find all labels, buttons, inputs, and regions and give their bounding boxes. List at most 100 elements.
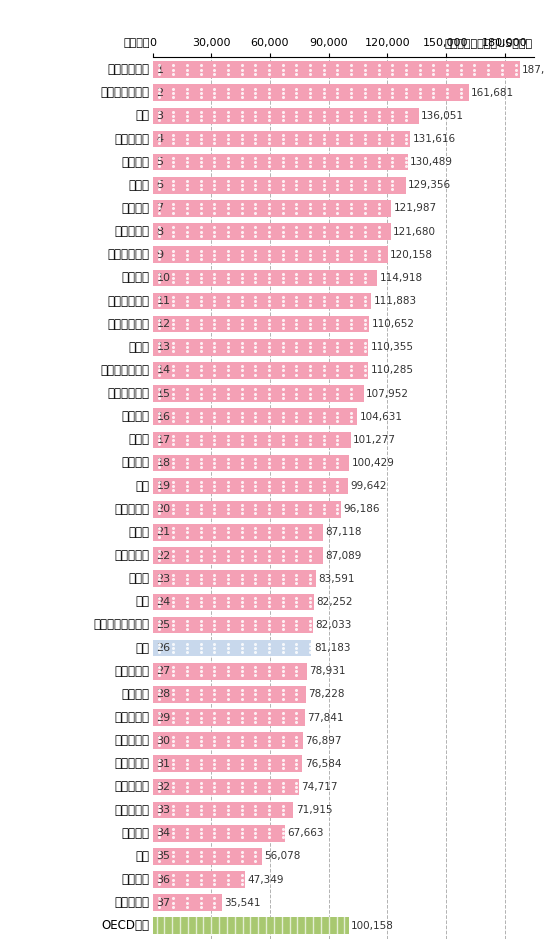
Text: 187,745: 187,745 xyxy=(522,64,545,75)
Text: 130,489: 130,489 xyxy=(410,157,453,167)
Bar xyxy=(153,778,299,795)
Bar xyxy=(153,154,408,171)
Text: 110,285: 110,285 xyxy=(371,365,414,375)
Bar xyxy=(153,894,222,911)
Text: 15: 15 xyxy=(156,389,171,398)
Bar xyxy=(153,733,303,749)
Text: 114,918: 114,918 xyxy=(380,273,423,283)
Text: 87,118: 87,118 xyxy=(325,527,362,538)
Text: 25: 25 xyxy=(156,620,171,630)
Bar xyxy=(153,293,372,309)
Text: 121,680: 121,680 xyxy=(393,227,436,237)
Bar xyxy=(153,316,369,333)
Text: 18: 18 xyxy=(156,458,171,468)
Text: 35: 35 xyxy=(156,851,171,862)
Text: 8: 8 xyxy=(156,227,164,237)
Bar xyxy=(153,385,364,402)
Text: 12: 12 xyxy=(156,319,171,329)
Text: 110,652: 110,652 xyxy=(372,319,414,329)
Bar xyxy=(153,177,405,193)
Text: コロンビア: コロンビア xyxy=(114,896,150,909)
Text: 日本: 日本 xyxy=(136,642,150,655)
Bar xyxy=(153,593,313,611)
Text: 47,349: 47,349 xyxy=(247,874,284,884)
Bar xyxy=(153,455,349,471)
Text: 14: 14 xyxy=(156,365,171,375)
Bar xyxy=(153,62,520,78)
Bar xyxy=(153,571,316,587)
Text: 16: 16 xyxy=(156,411,171,422)
Text: 20: 20 xyxy=(156,504,171,514)
Text: 32: 32 xyxy=(156,782,171,792)
Bar xyxy=(153,756,302,772)
Text: （購買力平価換算USドル）: （購買力平価換算USドル） xyxy=(444,38,532,47)
Text: ニュージーランド: ニュージーランド xyxy=(94,618,150,631)
Text: 82,252: 82,252 xyxy=(316,597,353,607)
Text: 110,355: 110,355 xyxy=(371,342,414,353)
Text: 99,642: 99,642 xyxy=(350,482,386,491)
Text: スイス: スイス xyxy=(129,179,150,191)
Text: ラトビア: ラトビア xyxy=(122,827,150,840)
Bar xyxy=(153,524,323,540)
Text: 19: 19 xyxy=(156,482,171,491)
Text: オーストラリア: オーストラリア xyxy=(101,364,150,377)
Text: チェコ: チェコ xyxy=(129,526,150,538)
Text: フランス: フランス xyxy=(122,202,150,215)
Text: オーストリア: オーストリア xyxy=(108,248,150,262)
Text: チリ: チリ xyxy=(136,849,150,863)
Text: 96,186: 96,186 xyxy=(343,504,380,514)
Text: 26: 26 xyxy=(156,643,171,653)
Text: スウェーデン: スウェーデン xyxy=(108,295,150,307)
Text: ポーランド: ポーランド xyxy=(114,665,150,678)
Text: 83,591: 83,591 xyxy=(318,574,355,584)
Bar xyxy=(153,84,469,101)
Bar xyxy=(153,640,311,656)
Text: 米国: 米国 xyxy=(136,109,150,122)
Text: ノルウェー: ノルウェー xyxy=(114,133,150,146)
Bar xyxy=(153,501,341,518)
Text: 17: 17 xyxy=(156,435,171,445)
Text: オランダ: オランダ xyxy=(122,271,150,284)
Text: 35,541: 35,541 xyxy=(225,898,261,907)
Text: スペイン: スペイン xyxy=(122,457,150,469)
Text: 11: 11 xyxy=(156,296,171,306)
Text: 1: 1 xyxy=(156,64,164,75)
Bar xyxy=(153,825,285,842)
Text: 6: 6 xyxy=(156,180,164,191)
Text: OECD平均: OECD平均 xyxy=(102,920,150,932)
Text: 2: 2 xyxy=(156,88,164,98)
Text: トルコ: トルコ xyxy=(129,573,150,585)
Text: 82,033: 82,033 xyxy=(316,620,352,630)
Text: 7: 7 xyxy=(156,204,164,213)
Text: イタリア: イタリア xyxy=(122,410,150,423)
Text: 101,277: 101,277 xyxy=(353,435,396,445)
Text: 77,841: 77,841 xyxy=(307,713,344,722)
Bar xyxy=(153,802,293,818)
Text: 161,681: 161,681 xyxy=(471,88,514,98)
Text: 28: 28 xyxy=(156,689,171,700)
Bar xyxy=(153,409,358,425)
Bar xyxy=(153,686,306,702)
Bar xyxy=(153,709,305,726)
Text: 英国: 英国 xyxy=(136,480,150,493)
Bar xyxy=(153,547,323,564)
Text: メキシコ: メキシコ xyxy=(122,873,150,886)
Text: ギリシャ: ギリシャ xyxy=(122,688,150,701)
Text: 67,663: 67,663 xyxy=(287,829,324,838)
Text: 4: 4 xyxy=(156,134,164,144)
Bar xyxy=(153,362,368,379)
Text: イスラエル: イスラエル xyxy=(114,502,150,516)
Text: 21: 21 xyxy=(156,527,171,538)
Text: ハンガリー: ハンガリー xyxy=(114,780,150,793)
Bar xyxy=(153,871,245,888)
Text: 78,931: 78,931 xyxy=(310,666,346,676)
Text: フィンランド: フィンランド xyxy=(108,318,150,331)
Text: 100,158: 100,158 xyxy=(351,921,394,931)
Bar xyxy=(153,848,262,865)
Bar xyxy=(153,107,419,124)
Text: 129,356: 129,356 xyxy=(408,180,451,191)
Text: 23: 23 xyxy=(156,574,171,584)
Text: 107,952: 107,952 xyxy=(366,389,409,398)
Bar xyxy=(153,918,349,934)
Text: 24: 24 xyxy=(156,597,171,607)
